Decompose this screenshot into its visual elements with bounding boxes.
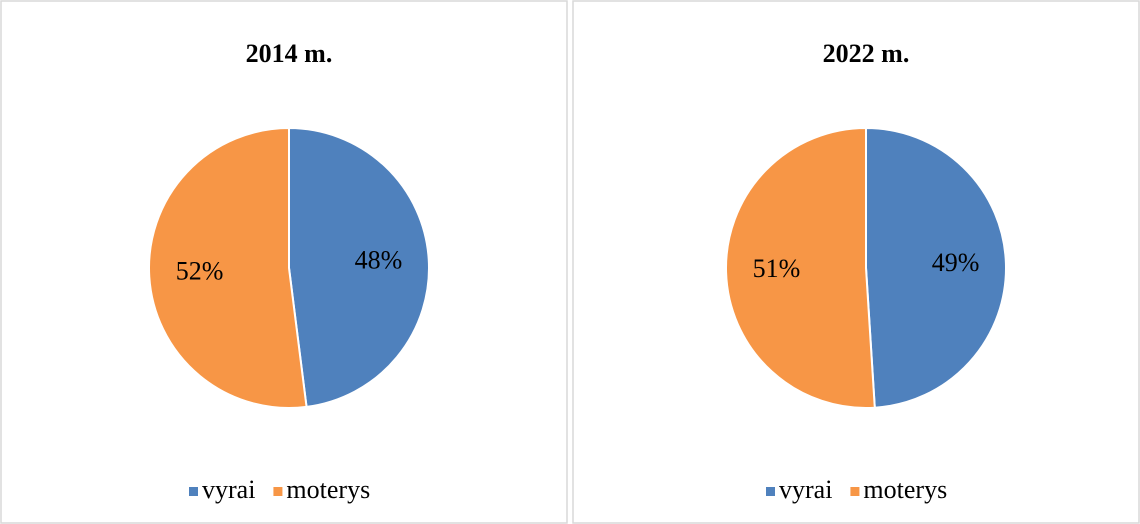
pie-slice <box>725 126 876 409</box>
pie-slice <box>865 126 1007 409</box>
data-label: 51% <box>753 254 801 283</box>
legend-swatch <box>850 487 860 496</box>
legend-swatch <box>273 487 283 496</box>
data-label: 52% <box>176 257 224 286</box>
pie-slice <box>288 126 430 409</box>
legend-label: vyrai <box>779 475 832 504</box>
legend-label: moterys <box>863 475 947 504</box>
data-label: 49% <box>932 248 980 277</box>
pie-slice <box>148 126 308 409</box>
legend-swatch <box>189 487 198 496</box>
chart-title: 2022 m. <box>823 39 910 68</box>
legend-swatch <box>766 487 775 496</box>
legend-label: vyrai <box>202 475 255 504</box>
chart-title: 2014 m. <box>246 39 333 68</box>
legend-label: moterys <box>286 475 370 504</box>
data-label: 48% <box>355 245 403 274</box>
